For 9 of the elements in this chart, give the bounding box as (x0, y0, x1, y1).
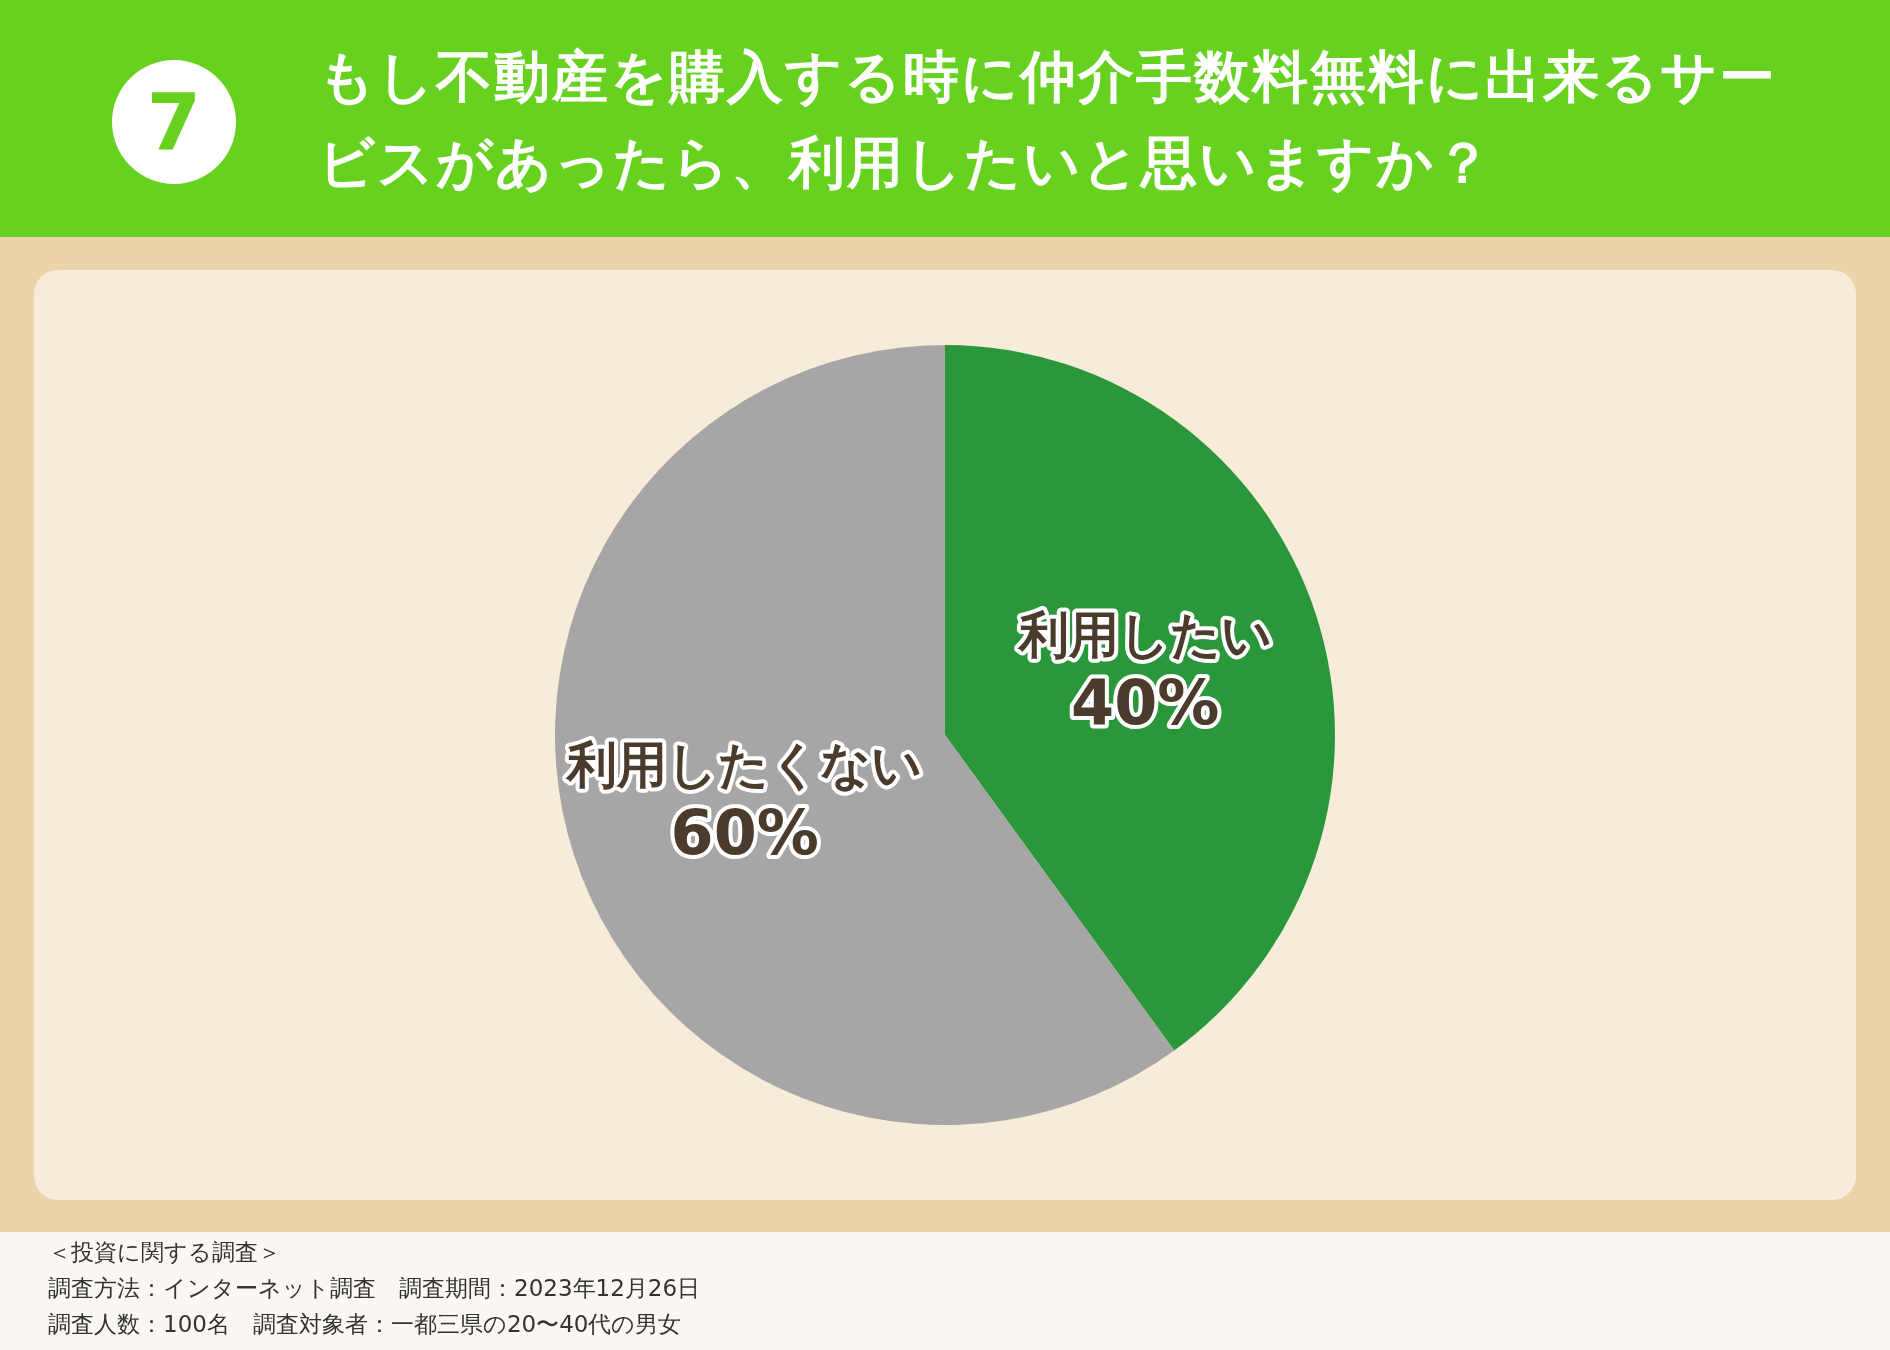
text: 調査人数：100名 調査対象者：一都三県の20〜40代の男女 (48, 1310, 682, 1339)
text: 7 (112, 60, 236, 184)
data-label: 40% (1071, 665, 1220, 739)
slice-label: 利用したい (1016, 605, 1272, 664)
text: ＜投資に関する調査＞ (48, 1238, 281, 1267)
slice-label: 利用したくない (565, 736, 923, 795)
chart-title: もし不動産を購入する時に仲介手数料無料に出来るサービスがあったら、利用したいと思いますか？ (318, 43, 1778, 197)
text: 調査方法：インターネット調査 調査期間：2023年12月26日 (48, 1274, 701, 1303)
data-label: 60% (670, 796, 819, 870)
